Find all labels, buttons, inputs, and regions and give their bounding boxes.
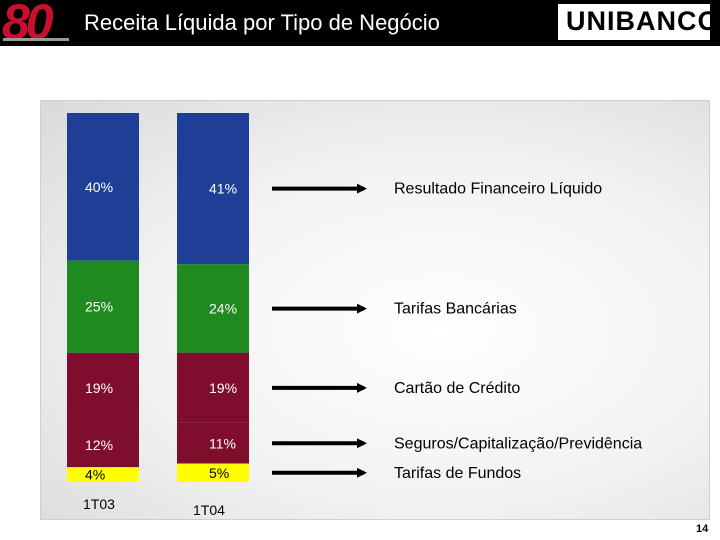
legend-label: Tarifas Bancárias xyxy=(394,301,517,318)
brand-logo-box xyxy=(558,4,710,40)
data-label: 24% xyxy=(209,301,237,317)
bar-segment xyxy=(67,113,139,261)
bar-segment xyxy=(177,423,249,464)
category-label: 1T04 xyxy=(193,502,225,518)
data-label: 19% xyxy=(209,380,237,396)
data-label: 12% xyxy=(85,437,113,453)
bar-segment xyxy=(177,463,249,482)
logo-80: 80 xyxy=(2,0,54,50)
data-label: 4% xyxy=(85,467,105,483)
legend-label: Seguros/Capitalização/Previdência xyxy=(394,435,642,452)
header-bar: 80 Receita Líquida por Tipo de Negócio U… xyxy=(0,0,720,50)
brand-logo: UNIBANCO xyxy=(566,6,720,36)
bar-segment xyxy=(177,352,249,423)
data-label: 40% xyxy=(85,179,113,195)
data-label: 41% xyxy=(209,181,237,197)
bar-segment xyxy=(177,264,249,353)
legend-label: Tarifas de Fundos xyxy=(394,465,521,482)
category-label: 1T03 xyxy=(83,496,115,512)
bar-segment xyxy=(67,467,139,482)
bar-segment xyxy=(67,352,139,423)
data-label: 19% xyxy=(85,380,113,396)
logo-80-tagline xyxy=(3,38,69,41)
legend-label: Cartão de Crédito xyxy=(394,380,520,397)
data-label: 25% xyxy=(85,299,113,315)
bar-segment xyxy=(67,260,139,353)
chart-panel xyxy=(40,100,710,520)
data-label: 11% xyxy=(209,435,236,451)
bar-segment xyxy=(67,423,139,468)
legend-label: Resultado Financeiro Líquido xyxy=(394,181,602,198)
page-number: 14 xyxy=(696,523,709,535)
bar-segment xyxy=(177,113,249,265)
data-label: 5% xyxy=(209,465,229,481)
page-title: Receita Líquida por Tipo de Negócio xyxy=(84,10,440,35)
